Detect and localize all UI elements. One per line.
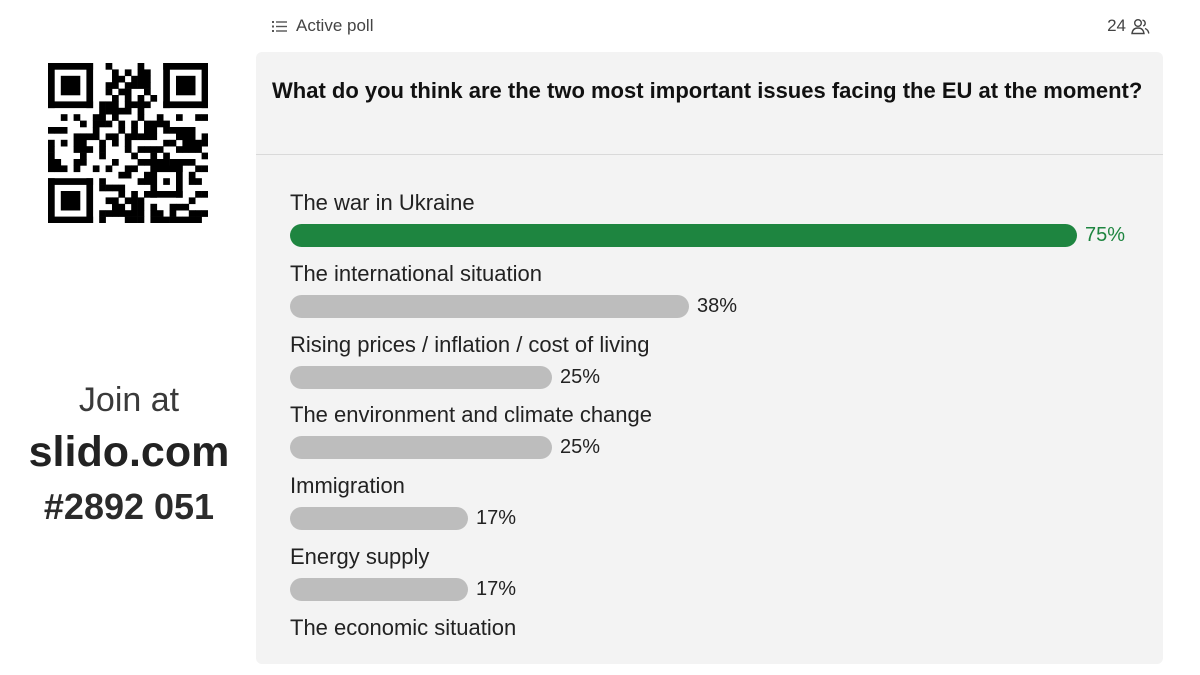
poll-option: Energy supply 17% [290, 544, 1150, 615]
event-code: #2892 051 [43, 486, 215, 527]
poll-option-label: The war in Ukraine [290, 190, 475, 215]
poll-status-bar: Active poll [272, 14, 373, 38]
poll-option: The environment and climate change 25% [290, 402, 1150, 473]
poll-option: The economic situation [290, 615, 1150, 664]
poll-card: What do you think are the two most impor… [256, 52, 1163, 664]
people-icon [1131, 18, 1150, 35]
active-poll-label: Active poll [296, 16, 374, 35]
result-percent: 17% [476, 577, 517, 600]
qr-code-icon [48, 63, 208, 223]
poll-option: The international situation 38% [290, 261, 1150, 332]
poll-option: Rising prices / inflation / cost of livi… [290, 332, 1150, 403]
poll-option-label: The economic situation [290, 614, 517, 640]
participant-counter: 24 [1107, 14, 1150, 38]
poll-option-label: Immigration [290, 473, 405, 499]
poll-question: What do you think are the two most impor… [272, 78, 1143, 103]
result-percent: 75% [1085, 224, 1126, 246]
poll-option-result: 75% [290, 224, 1125, 247]
poll-header: What do you think are the two most impor… [256, 52, 1163, 155]
poll-option-label: The environment and climate change [290, 402, 652, 428]
join-label: Join at [78, 381, 180, 419]
result-bar [290, 507, 468, 531]
poll-options: The war in Ukraine 75% The international s… [290, 190, 1150, 664]
poll-option: The war in Ukraine 75% [290, 190, 1150, 261]
result-percent: 25% [560, 436, 601, 459]
result-bar [290, 365, 552, 389]
result-percent: 17% [476, 507, 517, 530]
result-bar [290, 577, 468, 601]
result-percent: 38% [697, 294, 738, 317]
result-bar [290, 294, 689, 318]
poll-option-result: 17% [290, 507, 1090, 531]
result-bar [290, 436, 552, 460]
poll-option-result: 25% [290, 365, 1090, 389]
poll-option-result: 17% [290, 577, 1090, 601]
poll-option-label: Rising prices / inflation / cost of livi… [290, 331, 650, 357]
join-site[interactable]: slido.com [28, 428, 230, 476]
poll-option-label: Energy supply [290, 543, 430, 569]
qr-code [48, 63, 208, 223]
poll-option-result: 25% [290, 436, 1090, 460]
poll-option-result: 38% [290, 294, 1090, 318]
list-icon [272, 20, 287, 33]
poll-option: Immigration 17% [290, 473, 1150, 544]
result-bar [290, 224, 1077, 247]
poll-option-label: The international situation [290, 260, 542, 286]
result-percent: 25% [560, 365, 601, 388]
participant-count: 24 [1107, 16, 1126, 35]
